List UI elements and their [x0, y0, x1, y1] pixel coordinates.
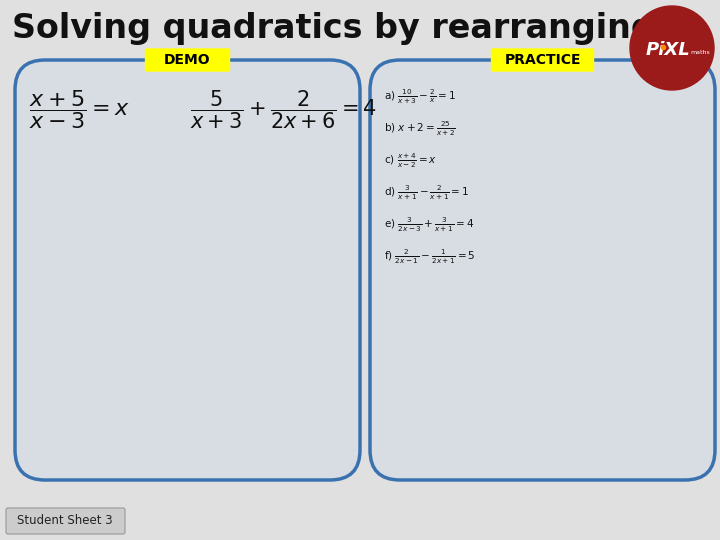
Circle shape: [630, 6, 714, 90]
Text: maths: maths: [690, 51, 710, 56]
Text: d) $\frac{3}{x+1} - \frac{2}{x+1} = 1$: d) $\frac{3}{x+1} - \frac{2}{x+1} = 1$: [384, 184, 469, 202]
Text: DEMO: DEMO: [164, 53, 211, 67]
FancyBboxPatch shape: [492, 49, 593, 71]
Text: PiXL: PiXL: [646, 41, 690, 59]
FancyBboxPatch shape: [6, 508, 125, 534]
FancyBboxPatch shape: [370, 60, 715, 480]
Text: $\dfrac{5}{x+3} + \dfrac{2}{2x+6} = 4$: $\dfrac{5}{x+3} + \dfrac{2}{2x+6} = 4$: [190, 88, 377, 131]
Text: f) $\frac{2}{2x-1} - \frac{1}{2x+1} = 5$: f) $\frac{2}{2x-1} - \frac{1}{2x+1} = 5$: [384, 248, 476, 266]
Text: a) $\frac{10}{x+3} - \frac{2}{x} = 1$: a) $\frac{10}{x+3} - \frac{2}{x} = 1$: [384, 88, 456, 106]
FancyBboxPatch shape: [145, 49, 230, 71]
Text: Solving quadratics by rearranging: Solving quadratics by rearranging: [12, 12, 654, 45]
Text: c) $\frac{x+4}{x-2} = x$: c) $\frac{x+4}{x-2} = x$: [384, 152, 437, 171]
FancyBboxPatch shape: [15, 60, 360, 480]
Text: PRACTICE: PRACTICE: [504, 53, 581, 67]
Text: $\dfrac{x+5}{x-3} = x$: $\dfrac{x+5}{x-3} = x$: [29, 88, 130, 131]
Text: e) $\frac{3}{2x-3} + \frac{3}{x+1} = 4$: e) $\frac{3}{2x-3} + \frac{3}{x+1} = 4$: [384, 216, 474, 234]
Text: b) $x + 2 = \frac{25}{x+2}$: b) $x + 2 = \frac{25}{x+2}$: [384, 120, 456, 138]
Text: Student Sheet 3: Student Sheet 3: [17, 515, 113, 528]
